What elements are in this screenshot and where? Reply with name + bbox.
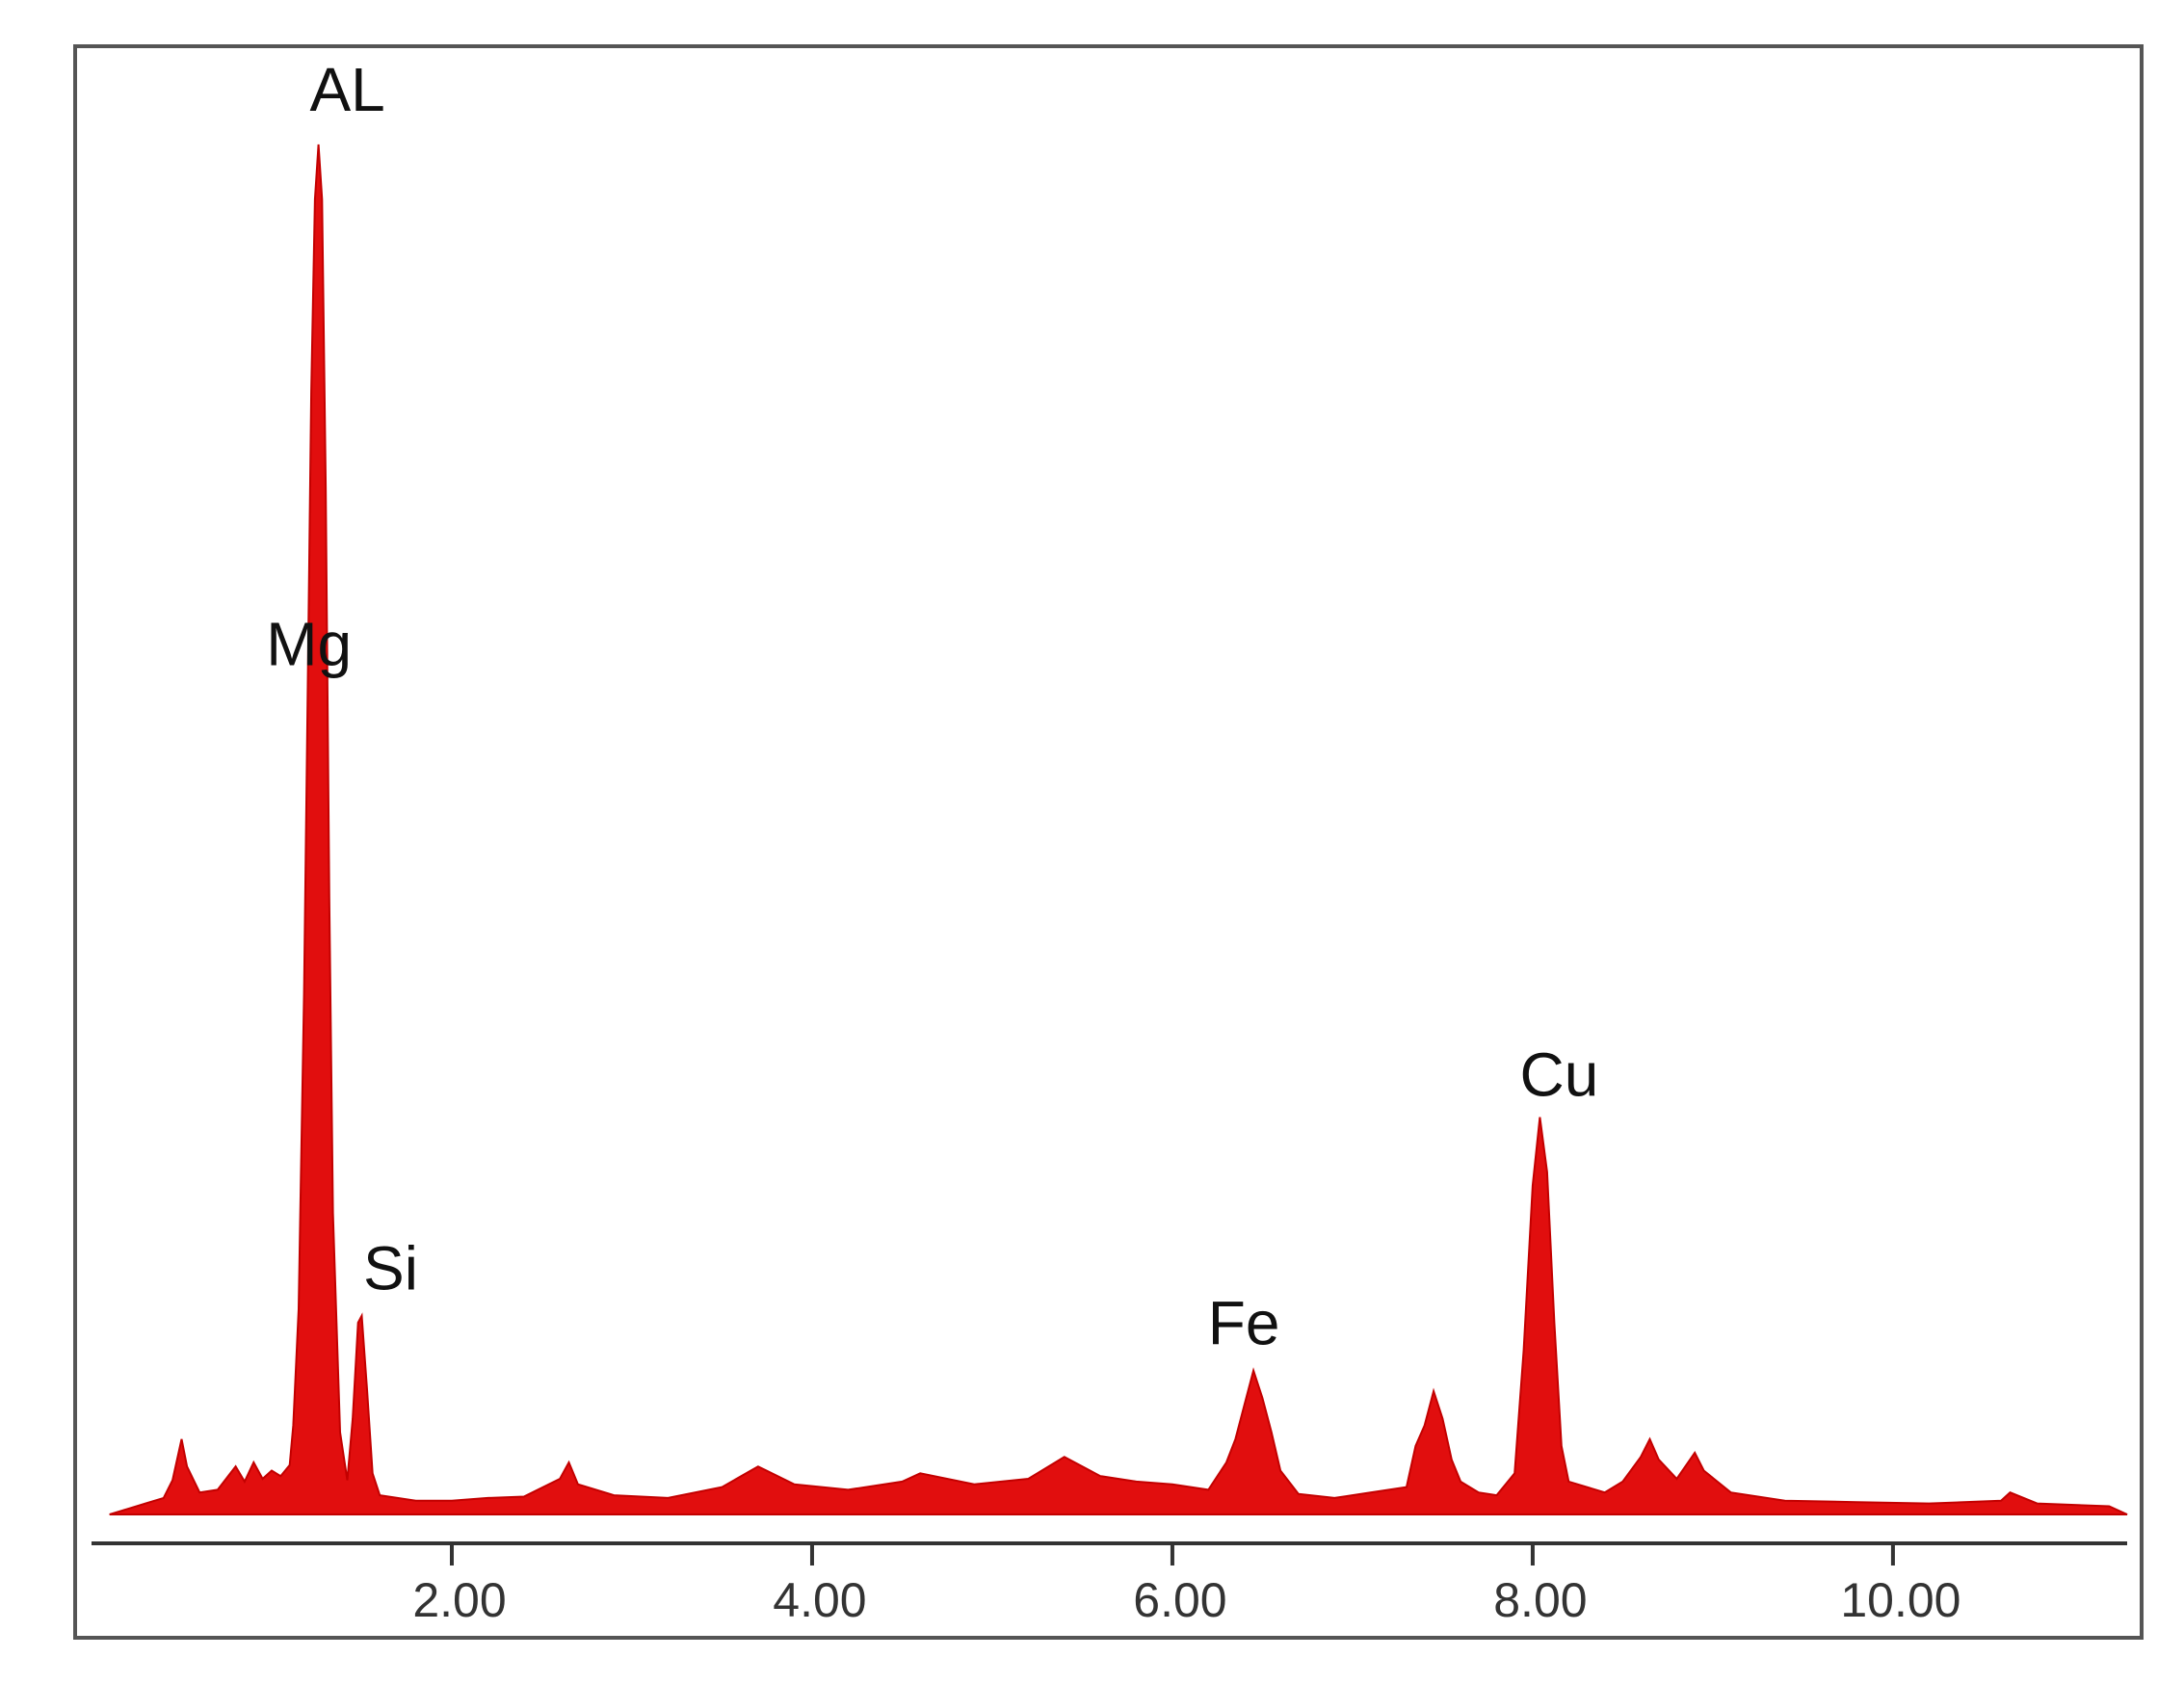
plot-frame bbox=[73, 44, 2144, 1640]
x-tick-label: 4.00 bbox=[773, 1573, 866, 1627]
peak-label-si: Si bbox=[363, 1234, 418, 1303]
peak-label-mg: Mg bbox=[266, 609, 352, 678]
x-tick-label: 8.00 bbox=[1493, 1573, 1587, 1627]
x-tick-label: 2.00 bbox=[412, 1573, 506, 1627]
peak-labels: AL Mg Si Fe Cu bbox=[266, 55, 1598, 1358]
peak-label-cu: Cu bbox=[1520, 1040, 1599, 1110]
x-tick-label: 10.00 bbox=[1840, 1573, 1960, 1627]
peak-label-al: AL bbox=[309, 55, 384, 124]
spectrum-area bbox=[109, 144, 2128, 1515]
x-tick-label: 6.00 bbox=[1133, 1573, 1226, 1627]
x-axis-ticks: 2.00 4.00 6.00 8.00 10.00 bbox=[412, 1543, 1960, 1627]
peak-label-fe: Fe bbox=[1208, 1289, 1280, 1358]
